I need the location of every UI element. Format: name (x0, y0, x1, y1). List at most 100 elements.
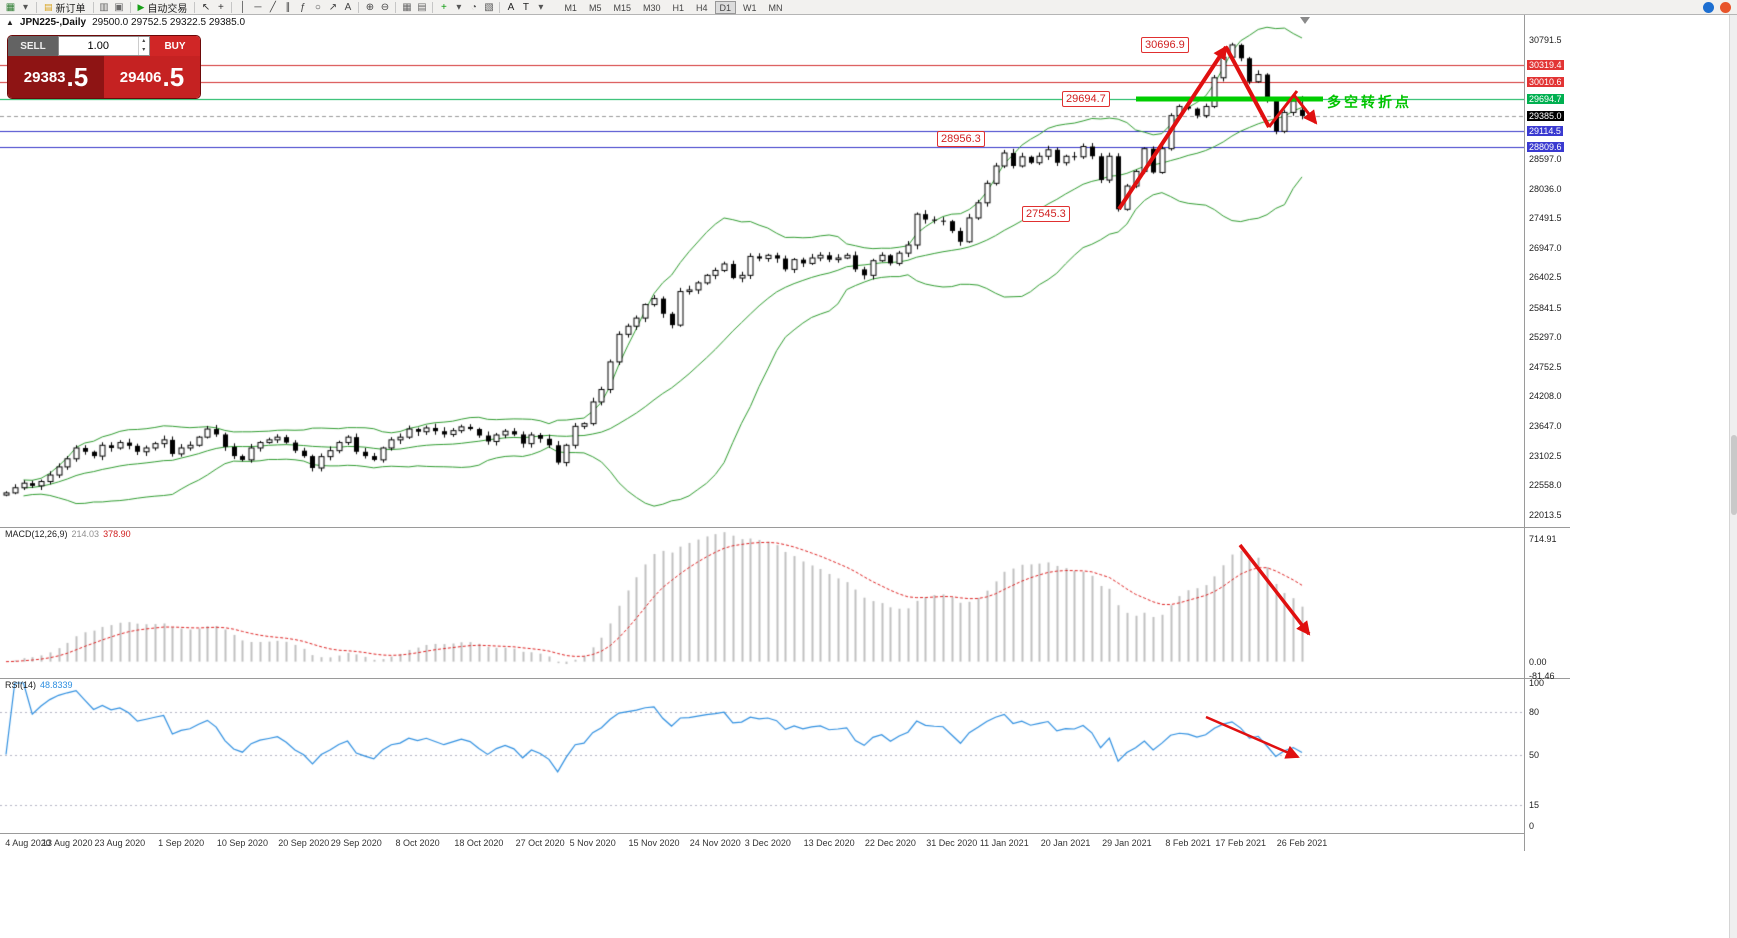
timeframe-mn[interactable]: MN (768, 2, 783, 13)
price-annotation[interactable]: 30696.9 (1141, 37, 1189, 53)
price-tick-25841.5: 25841.5 (1529, 302, 1562, 313)
tile-windows-icon[interactable]: ▦ (402, 1, 412, 13)
timeframe-m15[interactable]: M15 (613, 2, 631, 13)
arrows-icon[interactable]: ↗ (328, 1, 338, 13)
rsi-value: 48.8339 (40, 680, 73, 690)
date-label: 1 Sep 2020 (158, 838, 205, 848)
price-tick-24752.5: 24752.5 (1529, 361, 1562, 372)
buy-price[interactable]: 29406.5 (104, 56, 200, 98)
turning-point-label[interactable]: 多空转折点 (1327, 94, 1412, 110)
toolbar-separator (432, 1, 434, 13)
new-order-button[interactable]: ▤ 新订单 (40, 1, 90, 15)
crosshair-icon[interactable]: + (218, 1, 224, 13)
trendline-icon[interactable]: ╱ (269, 1, 276, 13)
news-icon[interactable] (1720, 1, 1731, 13)
date-label: 24 Nov 2020 (689, 838, 741, 848)
timeframe-w1[interactable]: W1 (743, 2, 757, 13)
chart-shift-marker[interactable] (1300, 17, 1310, 24)
community-icon[interactable] (1703, 1, 1714, 13)
pointer-dropdown-icon[interactable]: ▾ (538, 1, 544, 13)
toolbar-separator (92, 1, 94, 13)
sell-button[interactable]: SELL (8, 36, 58, 56)
price-tick-23647.0: 23647.0 (1529, 421, 1562, 432)
date-label: 15 Nov 2020 (628, 838, 680, 848)
macd-panel-separator[interactable] (0, 527, 1570, 528)
date-axis[interactable]: 4 Aug 2020 13 Aug 2020 23 Aug 2020 1 Sep 20… (0, 833, 1524, 851)
macd-indicator-canvas[interactable] (0, 527, 1524, 678)
toolbar-separator (499, 1, 501, 13)
price-tick-29694.7: 29694.7 (1527, 94, 1564, 105)
macd-label: MACD(12,26,9) 214.03 378.90 (5, 529, 131, 539)
timeframe-m5[interactable]: M5 (588, 2, 602, 13)
vertical-line-icon[interactable]: │ (239, 1, 247, 13)
font-icon[interactable]: A (507, 1, 515, 13)
date-label: 4 Aug 2020 (5, 838, 51, 848)
shapes-icon[interactable]: ○ (314, 1, 321, 13)
price-tick-30791.5: 30791.5 (1529, 34, 1562, 45)
price-annotation[interactable]: 28956.3 (937, 131, 985, 147)
chart-type-dropdown-icon[interactable]: ▾ (22, 1, 29, 13)
date-label: 22 Dec 2020 (864, 838, 916, 848)
price-tick-29385.0: 29385.0 (1527, 110, 1564, 121)
auto-trading-button[interactable]: ▶ 自动交易 (134, 1, 192, 15)
data-window-icon[interactable]: ▤ (417, 1, 427, 13)
date-label: 26 Feb 2021 (1276, 838, 1328, 848)
periods-icon[interactable]: ◔ (470, 1, 477, 13)
price-annotation[interactable]: 29694.7 (1062, 91, 1110, 107)
date-label: 5 Nov 2020 (569, 838, 616, 848)
timeframe-h1[interactable]: H1 (672, 2, 685, 13)
rsi-label: RSI(14) 48.8339 (5, 680, 73, 690)
buy-price-main: 29406 (119, 68, 162, 86)
new-chart-icon[interactable]: ▦ (5, 1, 16, 13)
main-toolbar: ▦ ▾ ▤ 新订单 ▥ ▣ ▶ 自动交易 ↖ + │ ─ ╱ ∥ ƒ ○ ↗ A ⊕ ⊖ ▦ ▤ + ▾ ◔ ▧ A T ▾ M1 M5 M1… (0, 0, 1737, 15)
toolbar-separator (194, 1, 196, 13)
scrollbar-thumb[interactable] (1731, 435, 1737, 515)
cursor-icon[interactable]: ↖ (201, 1, 211, 13)
rsi-indicator-canvas[interactable] (0, 678, 1524, 833)
volume-input[interactable] (59, 37, 138, 55)
chart-windows-icon[interactable]: ▥ (99, 1, 109, 13)
volume-increase-button[interactable]: ▴ (142, 38, 146, 44)
macd-name: MACD(12,26,9) (5, 529, 68, 539)
date-label: 13 Dec 2020 (803, 838, 855, 848)
price-axis[interactable]: 30791.5 30319.4 30010.6 29694.7 29385.0 29114… (1525, 15, 1570, 851)
vertical-scrollbar[interactable] (1729, 15, 1737, 938)
price-axis-border (1524, 15, 1525, 851)
timeframe-d1[interactable]: D1 (714, 0, 737, 14)
timeframe-m1[interactable]: M1 (564, 2, 577, 13)
date-label: 23 Aug 2020 (94, 838, 146, 848)
price-tick-22558.0: 22558.0 (1529, 480, 1562, 491)
date-label: 3 Dec 2020 (744, 838, 791, 848)
zoom-out-icon[interactable]: ⊖ (380, 1, 390, 13)
price-annotation[interactable]: 27545.3 (1022, 206, 1070, 222)
add-indicator-icon[interactable]: + (441, 1, 447, 13)
rsi-tick-80: 80 (1529, 706, 1540, 717)
text-tool-icon[interactable]: T (522, 1, 529, 13)
sell-price[interactable]: 29383.5 (8, 56, 104, 98)
toolbar-separator (36, 1, 37, 13)
price-tick-26947.0: 26947.0 (1529, 242, 1562, 253)
toolbar-separator (395, 1, 397, 13)
candlestick-chart-canvas[interactable] (0, 15, 1524, 527)
profiles-icon[interactable]: ▣ (114, 1, 124, 13)
toolbar-separator (129, 1, 131, 13)
price-tick-26402.5: 26402.5 (1529, 272, 1562, 283)
text-label-icon[interactable]: A (344, 1, 352, 13)
chart-title: ▲ JPN225-,Daily 29500.0 29752.5 29322.5 … (6, 17, 245, 28)
collapse-panel-icon[interactable]: ▲ (6, 18, 14, 27)
horizontal-line-icon[interactable]: ─ (254, 1, 262, 13)
price-tick-30010.6: 30010.6 (1527, 77, 1564, 88)
templates-icon[interactable]: ▧ (484, 1, 494, 13)
zoom-in-icon[interactable]: ⊕ (365, 1, 375, 13)
volume-decrease-button[interactable]: ▾ (142, 47, 146, 53)
price-tick-29114.5: 29114.5 (1527, 125, 1563, 136)
indicator-dropdown-icon[interactable]: ▾ (456, 1, 462, 13)
rsi-panel-separator[interactable] (0, 678, 1570, 679)
equidistant-channel-icon[interactable]: ∥ (285, 1, 291, 13)
macd-tick--81.46: -81.46 (1529, 670, 1555, 681)
fibonacci-icon[interactable]: ƒ (300, 1, 306, 13)
buy-button[interactable]: BUY (150, 36, 200, 56)
timeframe-h4[interactable]: H4 (696, 2, 708, 13)
timeframe-m30[interactable]: M30 (642, 2, 661, 13)
auto-trading-icon: ▶ (137, 1, 145, 12)
